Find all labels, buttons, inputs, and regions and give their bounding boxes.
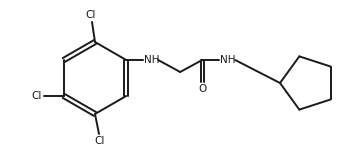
Text: NH: NH (220, 55, 236, 65)
Text: Cl: Cl (86, 10, 96, 20)
Text: Cl: Cl (32, 91, 42, 101)
Text: NH: NH (144, 55, 160, 65)
Text: Cl: Cl (95, 136, 105, 146)
Text: O: O (198, 84, 206, 94)
